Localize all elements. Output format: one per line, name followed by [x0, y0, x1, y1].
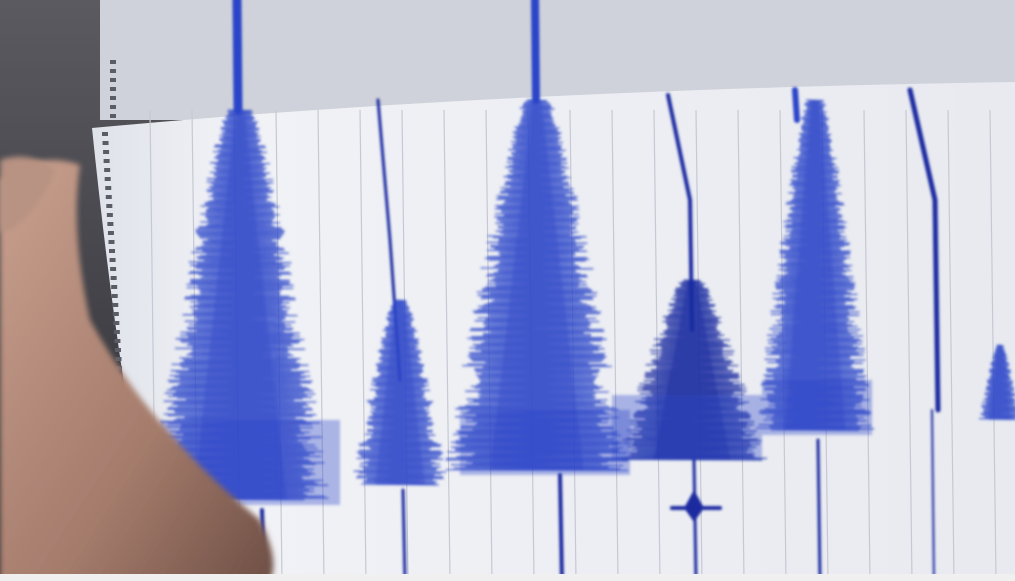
grid-line [443, 109, 451, 581]
sprocket-hole [110, 60, 116, 64]
sprocket-hole [112, 312, 119, 316]
grid-line [737, 109, 745, 581]
trace-line [232, 0, 243, 115]
seismic-burst [353, 299, 447, 486]
sprocket-hole [104, 177, 111, 181]
trace-line [558, 473, 564, 581]
sprocket-hole [112, 303, 119, 307]
grid-line [905, 109, 913, 581]
sprocket-hole [111, 285, 118, 289]
sprocket-hole [108, 240, 115, 244]
grid-line [359, 109, 367, 581]
seismic-traces [151, 0, 1015, 581]
sprocket-hole [103, 159, 110, 163]
trace-marker [684, 490, 704, 522]
grid-line [989, 109, 997, 581]
sprocket-hole [109, 249, 116, 253]
trace-line [816, 438, 822, 581]
sprocket-hole [103, 150, 110, 154]
sprocket-hole [110, 276, 117, 280]
sprocket-hole [102, 132, 108, 136]
trace-line [907, 87, 941, 413]
sprocket-hole [110, 87, 116, 91]
sprocket-hole [114, 348, 121, 352]
trace-line [792, 87, 800, 123]
sprocket-hole [110, 114, 116, 118]
sprocket-hole [110, 96, 116, 100]
thumb [0, 156, 55, 232]
sprocket-hole [113, 330, 120, 334]
grid-line [611, 109, 619, 581]
sprocket-hole [113, 321, 120, 325]
burst-core [784, 100, 846, 430]
bottom-strip [0, 574, 1015, 581]
sprocket-hole [111, 294, 118, 298]
sprocket-hole [115, 357, 122, 361]
seismic-burst [755, 99, 875, 432]
sprocket-hole [106, 213, 113, 217]
trace-line [401, 488, 407, 581]
seismic-burst [445, 99, 629, 472]
burst-core [375, 300, 425, 485]
sprocket-hole [106, 204, 113, 208]
burst-base [612, 395, 762, 460]
burst-base [762, 380, 872, 435]
sprocket-hole [110, 69, 116, 73]
sprocket-hole [107, 222, 114, 226]
grid-line [863, 109, 871, 581]
sprocket-hole [102, 141, 109, 145]
trace-line [931, 409, 935, 581]
burst-core [490, 100, 584, 470]
sprocket-hole [107, 231, 114, 235]
burst-base [460, 410, 630, 475]
sprocket-hole [109, 258, 116, 262]
sprocket-hole [114, 339, 121, 343]
seismic-burst [978, 344, 1015, 420]
trace-line [531, 0, 540, 104]
grid-line [947, 109, 955, 581]
burst-core [193, 110, 287, 500]
sprocket-hole [110, 105, 116, 109]
sprocket-hole [110, 267, 117, 271]
sprocket-hole [105, 195, 112, 199]
burst-core [989, 345, 1011, 420]
sprocket-hole [104, 168, 111, 172]
sprocket-hole [110, 78, 116, 82]
sprocket-hole [105, 186, 112, 190]
hand [0, 160, 274, 581]
